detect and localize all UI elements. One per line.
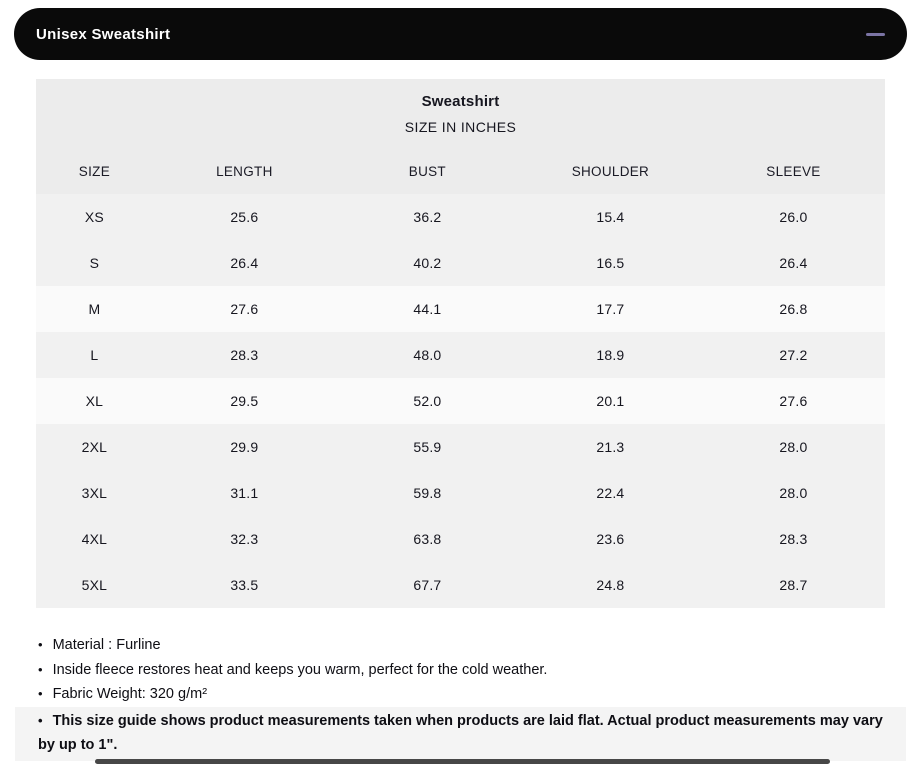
cell-length: 28.3 [152,332,336,378]
column-header: SLEEVE [701,148,885,194]
cell-size: XL [36,378,153,424]
cell-length: 31.1 [152,470,336,516]
table-row: XS 25.6 36.2 15.4 26.0 [36,194,885,240]
cell-bust: 63.8 [335,516,519,562]
cell-sleeve: 27.2 [701,332,885,378]
size-table-body: XS 25.6 36.2 15.4 26.0 S 26.4 40.2 16.5 26.4 M 27.6… [36,194,885,608]
note-item: • This size guide shows product measureme… [15,706,906,761]
cell-shoulder: 22.4 [518,470,702,516]
cell-shoulder: 16.5 [518,240,702,286]
cell-size: M [36,286,153,332]
cell-bust: 59.8 [335,470,519,516]
column-header: SIZE [36,148,153,194]
table-row: L 28.3 48.0 18.9 27.2 [36,332,885,378]
table-row: 3XL 31.1 59.8 22.4 28.0 [36,470,885,516]
size-chart-caption: Sweatshirt SIZE IN INCHES [36,79,885,148]
cell-shoulder: 21.3 [518,424,702,470]
cell-size: L [36,332,153,378]
cell-shoulder: 20.1 [518,378,702,424]
column-header: BUST [335,148,519,194]
cell-sleeve: 26.8 [701,286,885,332]
size-chart: Sweatshirt SIZE IN INCHES SIZE LENGTH BUST… [36,79,885,608]
column-header: LENGTH [152,148,336,194]
table-row: M 27.6 44.1 17.7 26.8 [36,286,885,332]
table-row: 2XL 29.9 55.9 21.3 28.0 [36,424,885,470]
cell-size: 5XL [36,562,153,608]
cell-length: 33.5 [152,562,336,608]
cell-size: 3XL [36,470,153,516]
cell-length: 27.6 [152,286,336,332]
cell-sleeve: 28.0 [701,470,885,516]
cell-bust: 44.1 [335,286,519,332]
header-row: SIZE LENGTH BUST SHOULDER SLEEVE [36,148,885,194]
cell-length: 25.6 [152,194,336,240]
cell-shoulder: 15.4 [518,194,702,240]
cell-shoulder: 18.9 [518,332,702,378]
note-text: Fabric Weight: 320 g/m² [52,686,208,702]
note-item: • Fabric Weight: 320 g/m² [15,682,906,707]
cell-bust: 67.7 [335,562,519,608]
minus-icon[interactable] [866,32,885,36]
horizontal-scrollbar-thumb[interactable] [95,759,830,764]
cell-sleeve: 28.3 [701,516,885,562]
note-text: Material : Furline [52,637,161,653]
cell-sleeve: 28.7 [701,562,885,608]
cell-length: 32.3 [152,516,336,562]
note-text: This size guide shows product measuremen… [38,712,883,754]
cell-bust: 55.9 [335,424,519,470]
cell-bust: 52.0 [335,378,519,424]
size-guide-panel: Sweatshirt SIZE IN INCHES SIZE LENGTH BUST… [0,79,921,761]
bullet-icon: • [38,686,43,701]
cell-size: 2XL [36,424,153,470]
bullet-icon: • [38,712,43,728]
cell-shoulder: 24.8 [518,562,702,608]
table-row: XL 29.5 52.0 20.1 27.6 [36,378,885,424]
note-item: • Inside fleece restores heat and keeps y… [15,658,906,683]
cell-sleeve: 28.0 [701,424,885,470]
cell-size: XS [36,194,153,240]
size-chart-title: Sweatshirt [421,93,500,110]
table-row: 4XL 32.3 63.8 23.6 28.3 [36,516,885,562]
product-notes: • Material : Furline • Inside fleece restor… [15,633,906,761]
cell-bust: 40.2 [335,240,519,286]
size-chart-subtitle: SIZE IN INCHES [404,119,517,135]
cell-shoulder: 17.7 [518,286,702,332]
cell-sleeve: 27.6 [701,378,885,424]
cell-length: 29.5 [152,378,336,424]
column-header: SHOULDER [518,148,702,194]
bullet-icon: • [38,637,43,652]
cell-sleeve: 26.4 [701,240,885,286]
cell-size: 4XL [36,516,153,562]
cell-shoulder: 23.6 [518,516,702,562]
note-text: Inside fleece restores heat and keeps yo… [52,661,548,678]
size-table-head: SIZE LENGTH BUST SHOULDER SLEEVE [36,148,885,194]
table-row: S 26.4 40.2 16.5 26.4 [36,240,885,286]
accordion-header[interactable]: Unisex Sweatshirt [14,8,907,60]
cell-sleeve: 26.0 [701,194,885,240]
table-row: 5XL 33.5 67.7 24.8 28.7 [36,562,885,608]
note-item: • Material : Furline [15,633,906,658]
cell-bust: 36.2 [335,194,519,240]
cell-length: 26.4 [152,240,336,286]
cell-bust: 48.0 [335,332,519,378]
cell-length: 29.9 [152,424,336,470]
size-table: SIZE LENGTH BUST SHOULDER SLEEVE XS 25.6 36.2 1… [36,148,885,608]
bullet-icon: • [38,661,43,677]
cell-size: S [36,240,153,286]
accordion-title: Unisex Sweatshirt [36,25,171,43]
